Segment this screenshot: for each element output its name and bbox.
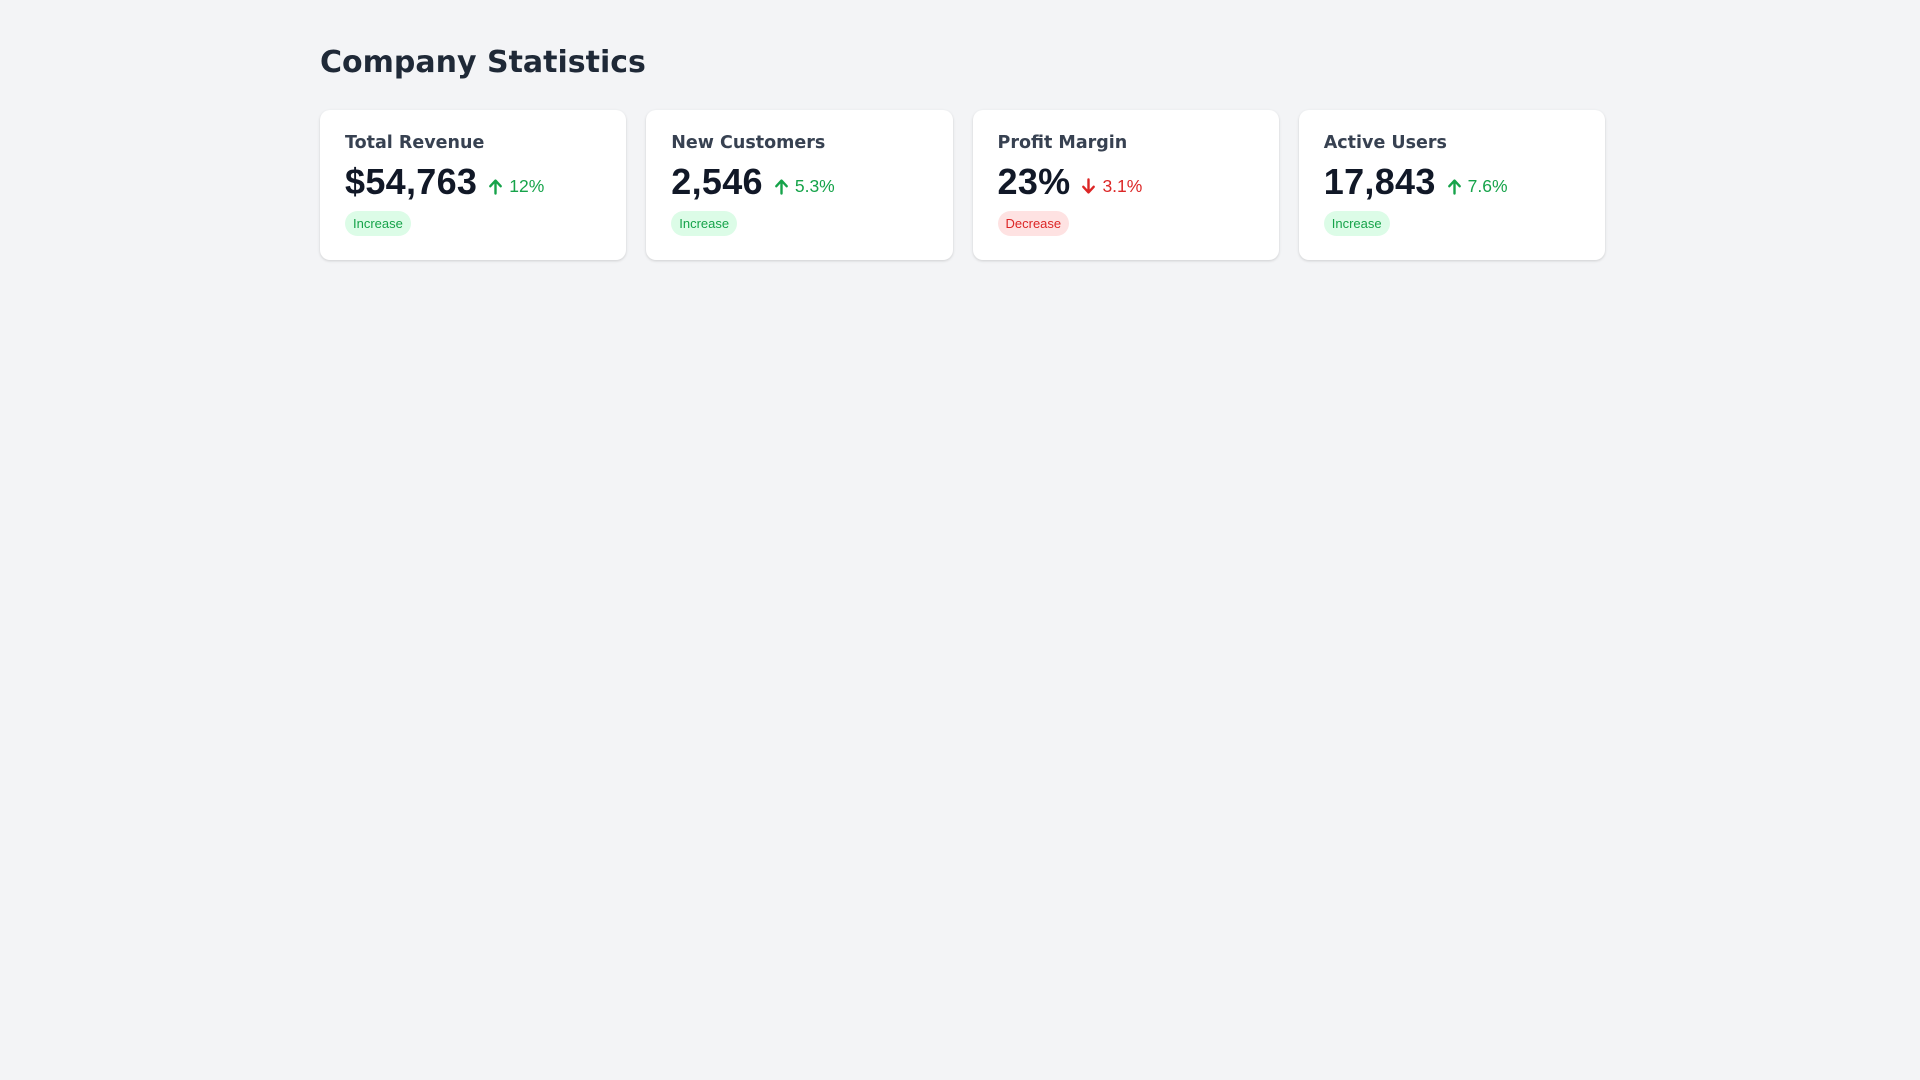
arrow-down-icon <box>1082 177 1096 194</box>
stat-delta: 3.1% <box>1081 176 1142 197</box>
stat-card-new-customers: New Customers 2,546 5.3% Increase <box>646 110 953 260</box>
stat-value: 2,546 <box>671 161 763 202</box>
stat-value: 17,843 <box>1323 161 1436 202</box>
stat-card-total-revenue: Total Revenue $54,763 12% Increase <box>320 110 627 260</box>
stat-value-row: 2,546 5.3% <box>671 161 927 203</box>
stat-label: Profit Margin <box>997 133 1128 153</box>
stat-label: Active Users <box>1323 133 1447 153</box>
stat-label: New Customers <box>671 133 826 153</box>
stat-delta: 12% <box>488 176 544 197</box>
arrow-up-icon <box>774 178 788 195</box>
stat-delta: 7.6% <box>1447 176 1508 197</box>
stat-delta-percent: 12% <box>509 175 545 196</box>
stat-delta-percent: 5.3% <box>794 175 835 196</box>
stat-delta-percent: 7.6% <box>1467 175 1508 196</box>
trend-badge: Increase <box>345 211 411 236</box>
arrow-up-icon <box>1447 178 1461 195</box>
stat-value-row: $54,763 12% <box>345 161 601 203</box>
stat-value-row: 23% 3.1% <box>998 161 1254 203</box>
stat-value: 23% <box>997 161 1071 202</box>
page-title: Company Statistics <box>320 45 646 80</box>
stat-card-active-users: Active Users 17,843 7.6% Increase <box>1298 110 1605 260</box>
stat-label: Total Revenue <box>345 133 485 153</box>
arrow-up-icon <box>489 178 503 195</box>
stats-grid: Total Revenue $54,763 12% Increase New C… <box>320 110 1605 260</box>
trend-badge: Decrease <box>997 211 1070 236</box>
stat-card-profit-margin: Profit Margin 23% 3.1% Decrease <box>972 110 1279 260</box>
main-content: Company Statistics Total Revenue $54,763… <box>320 0 1605 260</box>
stat-value: $54,763 <box>345 161 478 202</box>
trend-badge: Increase <box>671 211 738 236</box>
stat-value-row: 17,843 7.6% <box>1324 161 1580 203</box>
trend-badge: Increase <box>1323 211 1390 236</box>
stat-delta: 5.3% <box>774 176 835 197</box>
stat-delta-percent: 3.1% <box>1102 175 1143 196</box>
